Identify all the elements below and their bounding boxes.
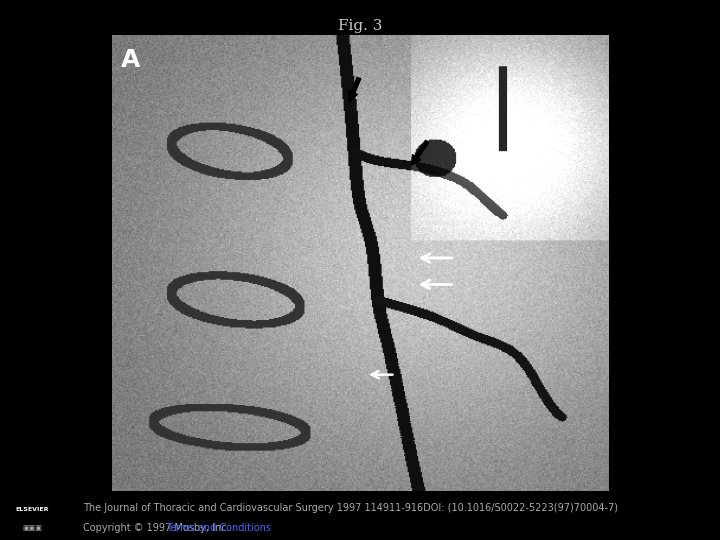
Text: Copyright © 1997 Mosby, Inc.: Copyright © 1997 Mosby, Inc. (83, 523, 233, 533)
Text: Terms and Conditions: Terms and Conditions (166, 523, 271, 533)
Text: ELSEVIER: ELSEVIER (16, 507, 49, 512)
Text: A: A (121, 48, 140, 72)
Text: The Journal of Thoracic and Cardiovascular Surgery 1997 114911-916DOI: (10.1016/: The Journal of Thoracic and Cardiovascul… (83, 503, 618, 514)
Text: Fig. 3: Fig. 3 (338, 19, 382, 33)
Text: ▣▣▣: ▣▣▣ (22, 525, 42, 531)
